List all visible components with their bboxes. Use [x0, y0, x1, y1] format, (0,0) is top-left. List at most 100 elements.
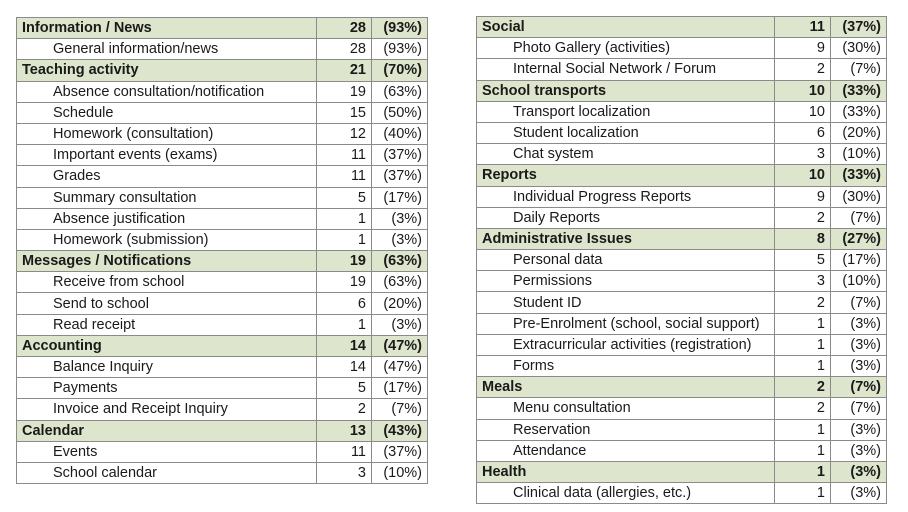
category-percent: (33%) [830, 79, 887, 102]
item-percent: (33%) [830, 100, 887, 123]
category-label: Information / News [16, 16, 317, 40]
table-row: General information/news 28 (93%) [16, 38, 428, 61]
category-row-information-news: Information / News 28 (93%) [16, 16, 428, 40]
item-count: 5 [774, 249, 831, 272]
feature-table-left: Information / News 28 (93%) General informa… [16, 16, 428, 485]
table-row: Absence justification 1 (3%) [16, 207, 428, 230]
item-label: Absence consultation/notification [16, 80, 317, 103]
item-percent: (20%) [371, 292, 428, 315]
item-label: Grades [16, 165, 317, 188]
feature-table-right: Social 11 (37%) Photo Gallery (activities) 9… [476, 15, 887, 505]
table-row: Homework (submission) 1 (3%) [16, 228, 428, 252]
item-label: Student ID [476, 291, 775, 314]
category-label: Health [476, 460, 775, 484]
item-percent: (7%) [371, 398, 428, 421]
item-count: 9 [774, 185, 831, 208]
item-percent: (3%) [371, 207, 428, 230]
item-label: Schedule [16, 101, 317, 124]
table-row: Send to school 6 (20%) [16, 292, 428, 315]
table-row: Personal data 5 (17%) [476, 249, 887, 272]
table-row: Events 11 (37%) [16, 440, 428, 463]
item-label: Send to school [16, 292, 317, 315]
item-label: Menu consultation [476, 397, 775, 420]
category-percent: (33%) [830, 164, 887, 187]
table-row: Read receipt 1 (3%) [16, 313, 428, 336]
item-count: 3 [774, 270, 831, 293]
table-row: Balance Inquiry 14 (47%) [16, 355, 428, 379]
category-label: Teaching activity [16, 59, 317, 82]
table-row: Clinical data (allergies, etc.) 1 (3%) [476, 482, 887, 505]
item-percent: (37%) [371, 144, 428, 167]
category-count: 2 [774, 376, 831, 399]
item-count: 19 [316, 271, 372, 294]
item-label: Student localization [476, 121, 775, 145]
category-count: 19 [316, 250, 372, 273]
table-row: Homework (consultation) 12 (40%) [16, 122, 428, 146]
item-percent: (7%) [830, 58, 887, 81]
item-count: 1 [774, 439, 831, 462]
item-count: 1 [774, 333, 831, 357]
category-row-teaching-activity: Teaching activity 21 (70%) [16, 59, 428, 82]
item-label: Homework (submission) [16, 228, 317, 252]
category-count: 10 [774, 79, 831, 102]
category-percent: (7%) [830, 376, 887, 399]
item-percent: (3%) [371, 313, 428, 336]
item-count: 1 [774, 482, 831, 505]
category-count: 28 [316, 16, 372, 40]
item-count: 19 [316, 80, 372, 103]
table-row: Invoice and Receipt Inquiry 2 (7%) [16, 398, 428, 421]
category-label: Administrative Issues [476, 227, 775, 251]
item-percent: (10%) [830, 270, 887, 293]
item-label: Important events (exams) [16, 144, 317, 167]
category-count: 8 [774, 227, 831, 251]
item-percent: (40%) [371, 122, 428, 146]
item-percent: (7%) [830, 206, 887, 229]
item-label: Read receipt [16, 313, 317, 336]
category-row-calendar: Calendar 13 (43%) [16, 419, 428, 442]
item-percent: (7%) [830, 291, 887, 314]
item-percent: (17%) [371, 186, 428, 209]
table-row: Reservation 1 (3%) [476, 418, 887, 441]
item-count: 1 [316, 228, 372, 252]
table-body-right: Social 11 (37%) Photo Gallery (activities) 9… [476, 15, 887, 505]
item-label: School calendar [16, 461, 317, 485]
table-row: Pre-Enrolment (school, social support) 1(… [476, 312, 887, 335]
table-row: Daily Reports 2 (7%) [476, 206, 887, 229]
category-row-messages-notifications: Messages / Notifications 19 (63%) [16, 250, 428, 273]
item-label: Summary consultation [16, 186, 317, 209]
category-label: Meals [476, 376, 775, 399]
table-row: Transport localization 10 (33%) [476, 100, 887, 123]
item-label: Absence justification [16, 207, 317, 230]
category-percent: (43%) [371, 419, 428, 442]
category-label: Reports [476, 164, 775, 187]
item-count: 28 [316, 38, 372, 61]
item-percent: (10%) [830, 143, 887, 166]
item-count: 12 [316, 122, 372, 146]
item-count: 1 [316, 207, 372, 230]
item-count: 3 [316, 461, 372, 485]
item-count: 2 [774, 58, 831, 81]
category-row-administrative-issues: Administrative Issues 8 (27%) [476, 227, 887, 251]
category-percent: (47%) [371, 334, 428, 358]
item-label: Permissions [476, 270, 775, 293]
item-label: Payments [16, 377, 317, 400]
category-label: Calendar [16, 419, 317, 442]
item-count: 15 [316, 101, 372, 124]
category-percent: (93%) [371, 16, 428, 40]
item-percent: (17%) [371, 377, 428, 400]
item-label: Extracurricular activities (registration… [476, 333, 775, 357]
item-count: 11 [316, 440, 372, 463]
item-count: 2 [774, 291, 831, 314]
item-count: 3 [774, 143, 831, 166]
category-label: Social [476, 15, 775, 39]
table-row: Receive from school 19 (63%) [16, 271, 428, 294]
category-row-meals: Meals 2 (7%) [476, 376, 887, 399]
category-count: 10 [774, 164, 831, 187]
category-count: 1 [774, 460, 831, 484]
table-row: Grades 11 (37%) [16, 165, 428, 188]
table-row: Menu consultation 2 (7%) [476, 397, 887, 420]
category-count: 14 [316, 334, 372, 358]
item-count: 10 [774, 100, 831, 123]
item-label: Daily Reports [476, 206, 775, 229]
item-percent: (93%) [371, 38, 428, 61]
